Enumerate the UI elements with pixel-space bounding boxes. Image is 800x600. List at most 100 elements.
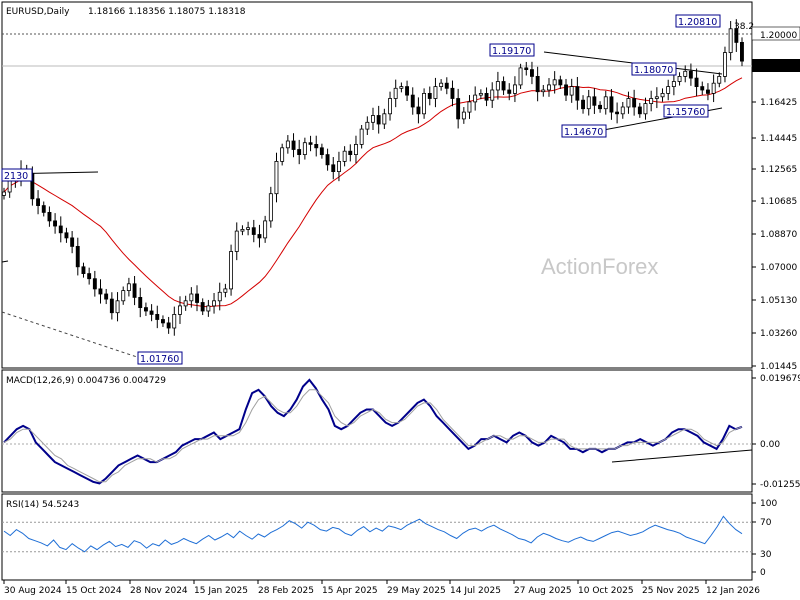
candle-body	[427, 93, 432, 99]
rsi-panel-frame	[1, 493, 753, 581]
candle-body	[450, 87, 455, 99]
candle-body	[666, 86, 671, 94]
candle-body	[467, 101, 472, 113]
price-label-box	[663, 104, 709, 118]
candle-body	[399, 86, 404, 89]
candle-body	[541, 89, 546, 93]
candle-body	[58, 225, 63, 234]
candle-body	[649, 98, 654, 104]
time-tick-label: 28 Nov 2024	[130, 586, 188, 596]
macd-axis: 0.019679 0.00 -0.012552	[752, 374, 800, 490]
candle-body	[518, 67, 523, 86]
candle-body	[569, 86, 574, 96]
candle-body	[263, 220, 268, 239]
rsi-lines-layer: RSI(14) 54.5243	[2, 500, 752, 553]
candle-body	[274, 160, 279, 195]
candle-body	[229, 251, 233, 290]
time-tick-label: 28 Feb 2025	[258, 586, 314, 596]
candle-body	[706, 89, 710, 94]
tick-mark-left	[1, 260, 9, 263]
candle-body	[365, 121, 370, 130]
candle-body	[64, 232, 69, 239]
price-tick-label: 1.16425	[760, 98, 797, 108]
candle-body	[620, 106, 625, 115]
candle-body	[723, 52, 727, 77]
candle-body	[581, 99, 585, 110]
candle-body	[728, 28, 733, 53]
candle-body	[47, 211, 52, 222]
candle-body	[552, 79, 557, 86]
time-tick-label: 10 Oct 2025	[578, 586, 634, 596]
candle-body	[626, 98, 631, 108]
candle-body	[302, 142, 307, 155]
candle-body	[632, 98, 637, 108]
price-label-box	[561, 124, 607, 138]
candle-body	[490, 89, 495, 101]
candle-body	[592, 96, 597, 106]
candle-body	[183, 300, 188, 307]
candle-layer	[2, 19, 744, 336]
candle-body	[70, 237, 75, 247]
candle-body	[353, 143, 358, 155]
candle-body	[370, 115, 375, 123]
candle-body	[598, 104, 602, 110]
candle-body	[285, 140, 290, 149]
candle-body	[507, 89, 512, 94]
candle-body	[53, 220, 57, 227]
moving-average-line	[3, 77, 743, 308]
time-tick-label: 25 Nov 2025	[642, 586, 700, 596]
macd-trend-line	[611, 449, 753, 463]
candle-body	[558, 79, 563, 86]
candle-body	[143, 307, 148, 312]
candle-body	[160, 319, 165, 324]
time-tick-label: 30 Aug 2024	[4, 586, 62, 596]
candle-body	[75, 245, 80, 268]
candle-body	[98, 288, 103, 295]
macd-lines-layer: MACD(12,26,9) 0.004736 0.004729	[3, 376, 743, 485]
candle-body	[671, 81, 676, 87]
price-label-box	[137, 351, 183, 365]
macd-tick-label: -0.012552	[760, 480, 800, 490]
price-tick-label: 1.07000	[760, 263, 797, 273]
price-tick-label: 1.12565	[760, 165, 797, 175]
candle-body	[700, 86, 705, 91]
price-label-text: 1.19170	[492, 46, 531, 57]
candle-body	[36, 198, 40, 207]
candle-body	[126, 283, 131, 291]
candle-body	[121, 290, 126, 302]
candle-body	[223, 288, 228, 293]
candle-body	[155, 313, 160, 320]
candle-body	[172, 313, 177, 329]
candle-body	[314, 143, 319, 149]
candle-body	[234, 230, 239, 252]
candle-body	[138, 296, 143, 308]
candle-body	[81, 266, 86, 274]
candle-body	[473, 94, 478, 103]
candle-body	[461, 111, 466, 120]
candle-body	[319, 147, 324, 156]
candle-body	[495, 81, 500, 91]
candle-body	[439, 82, 444, 87]
candle-body	[331, 164, 336, 173]
ohlc-readout: 1.18166 1.18356 1.18075 1.18318	[88, 7, 246, 17]
candle-body	[416, 106, 421, 115]
candle-body	[530, 69, 534, 77]
watermark: ActionForex	[541, 254, 658, 279]
candle-body	[717, 76, 722, 84]
level-1.20000-tag-text: 1.20000	[760, 31, 797, 41]
candle-body	[711, 82, 716, 94]
candle-body	[410, 94, 415, 108]
fib-38-2-label: 38.2	[734, 22, 754, 32]
candle-body	[740, 42, 744, 62]
candle-body	[694, 77, 699, 87]
candle-body	[177, 305, 182, 315]
price-panel-frame	[1, 1, 753, 369]
candle-body	[87, 273, 92, 280]
price-label-text: 1.15760	[666, 107, 705, 118]
candle-body	[325, 154, 330, 166]
candle-body	[115, 300, 120, 314]
candle-body	[257, 234, 262, 239]
current-price-tag	[752, 59, 800, 72]
price-label-text: 1.20810	[678, 17, 717, 28]
